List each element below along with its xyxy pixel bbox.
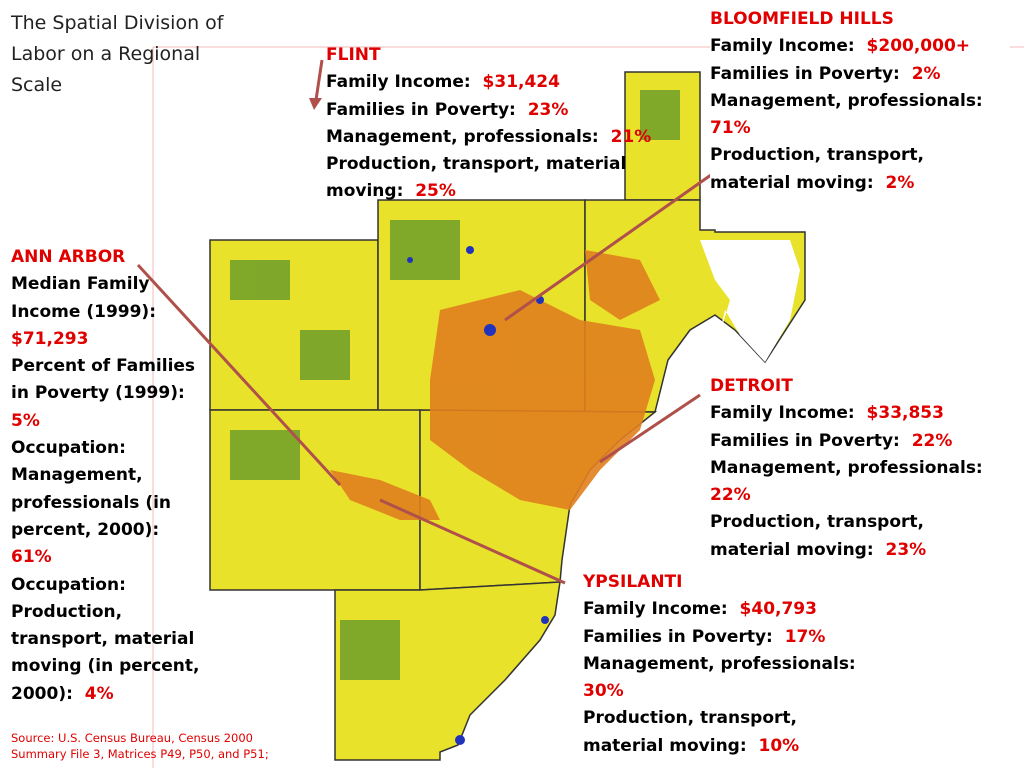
callout-item: Management, professionals: 21% xyxy=(326,124,656,151)
item-value: 23% xyxy=(885,539,927,560)
item-value: $33,853 xyxy=(866,403,944,424)
slide-title: The Spatial Division of Labor on a Regio… xyxy=(11,12,224,96)
callout-item: Production, transport, material moving: … xyxy=(710,509,1010,564)
callout-item: Production, transport, material moving: … xyxy=(583,705,883,760)
callout: FLINT Family Income: $31,424 Families in P… xyxy=(326,42,656,206)
callout: BLOOMFIELD HILLS Family Income: $200,000+… xyxy=(710,6,1010,198)
callout-item: Families in Poverty: 22% xyxy=(710,428,1010,455)
item-label: Families in Poverty: xyxy=(326,99,516,120)
callout-item: Percent of Families in Poverty (1999): 5… xyxy=(11,353,206,435)
item-label: Families in Poverty: xyxy=(710,430,900,451)
callout-item: Production, transport, material moving: … xyxy=(710,142,1010,197)
item-label: Percent of Families in Poverty (1999): xyxy=(11,356,196,404)
item-value: 25% xyxy=(415,181,456,202)
urban-area xyxy=(330,250,660,520)
item-value: 4% xyxy=(84,683,114,704)
callout-name: DETROIT xyxy=(710,376,793,396)
callout-item: Management, professionals: 71% xyxy=(710,88,1010,143)
callout-item: Family Income: $33,853 xyxy=(710,400,1010,427)
item-value: 5% xyxy=(11,410,40,431)
item-label: Families in Poverty: xyxy=(583,626,773,647)
callout-name: FLINT xyxy=(326,45,381,65)
callout-item: Family Income: $200,000+ xyxy=(710,33,1010,60)
item-label: Management, professionals: xyxy=(583,653,856,674)
item-value: 30% xyxy=(583,681,624,702)
item-label: Management, professionals: xyxy=(710,457,983,478)
item-value: 61% xyxy=(11,547,52,568)
callout-item: Production, transport, material moving: … xyxy=(326,151,656,206)
item-value: 17% xyxy=(784,626,826,647)
item-label: Production, transport, material moving: xyxy=(710,145,925,193)
arrowhead xyxy=(309,98,322,110)
item-value: 2% xyxy=(885,172,915,193)
callout-item: Families in Poverty: 2% xyxy=(710,61,1010,88)
callout: DETROIT Family Income: $33,853 Families in… xyxy=(710,373,1010,564)
callout-item: Families in Poverty: 17% xyxy=(583,624,883,651)
item-value: $31,424 xyxy=(482,72,560,93)
item-label: Family Income: xyxy=(326,72,471,93)
item-value: $40,793 xyxy=(739,599,817,620)
item-label: Family Income: xyxy=(710,36,855,57)
callout-name: BLOOMFIELD HILLS xyxy=(710,9,894,29)
callout-item: Occupation: Management, professionals (i… xyxy=(11,435,206,571)
item-value: $71,293 xyxy=(11,328,89,349)
source-note: Source: U.S. Census Bureau, Census 2000 … xyxy=(11,731,269,761)
callout-item: Families in Poverty: 23% xyxy=(326,97,656,124)
lake xyxy=(700,240,800,362)
item-label: Median Family Income (1999): xyxy=(11,274,156,322)
green-area xyxy=(230,90,680,680)
callout-item: Family Income: $40,793 xyxy=(583,596,883,623)
callout: ANN ARBOR Median Family Income (1999): $7… xyxy=(11,244,206,708)
item-label: Family Income: xyxy=(583,599,728,620)
item-label: Management, professionals: xyxy=(326,126,599,147)
callout-name: ANN ARBOR xyxy=(11,247,126,267)
item-value: 2% xyxy=(911,63,941,84)
callout-item: Management, professionals: 22% xyxy=(710,455,1010,510)
callout-item: Median Family Income (1999): $71,293 xyxy=(11,271,206,353)
item-value: 23% xyxy=(527,99,569,120)
item-label: Production, transport, material moving: xyxy=(710,512,925,560)
item-value: 71% xyxy=(710,118,751,139)
callout-item: Occupation: Production, transport, mater… xyxy=(11,572,206,708)
item-value: 22% xyxy=(710,485,751,506)
item-label: Families in Poverty: xyxy=(710,63,900,84)
item-label: Production, transport, material moving: xyxy=(583,708,798,756)
item-value: 10% xyxy=(758,735,800,756)
item-label: Family Income: xyxy=(710,403,855,424)
pointer-lines xyxy=(136,59,719,585)
item-value: 21% xyxy=(610,126,652,147)
item-value: $200,000+ xyxy=(866,36,971,57)
callout-name: YPSILANTI xyxy=(583,572,683,592)
item-label: Management, professionals: xyxy=(710,90,983,111)
item-value: 22% xyxy=(911,430,953,451)
item-label: Occupation: Production, transport, mater… xyxy=(11,574,200,704)
callout-item: Family Income: $31,424 xyxy=(326,69,656,96)
item-label: Occupation: Management, professionals (i… xyxy=(11,438,172,540)
callout: YPSILANTI Family Income: $40,793 Families … xyxy=(583,569,883,760)
water-dots xyxy=(407,246,549,745)
item-label: Production, transport, material moving: xyxy=(326,154,627,202)
callout-item: Management, professionals: 30% xyxy=(583,651,883,706)
